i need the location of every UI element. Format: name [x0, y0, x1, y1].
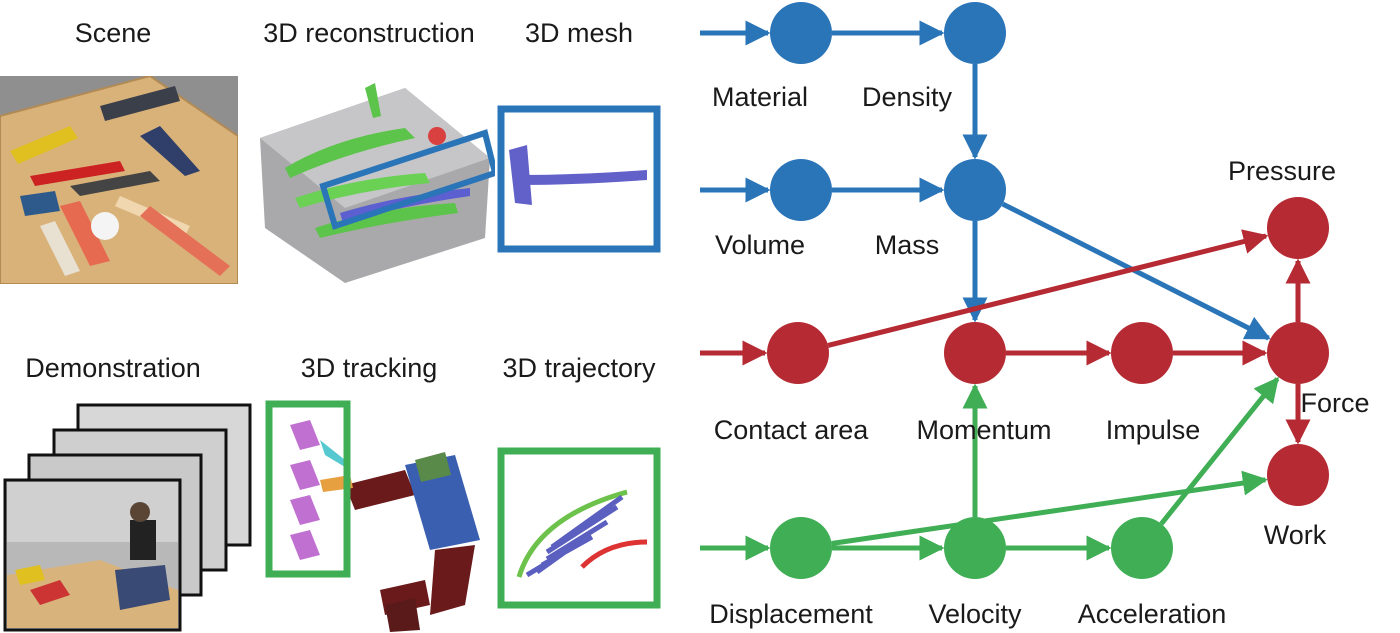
demonstration-image	[0, 400, 255, 633]
node-label-work: Work	[1263, 520, 1327, 550]
demonstration-label: Demonstration	[25, 353, 201, 383]
node-label-acceleration: Acceleration	[1077, 599, 1227, 629]
graph-nodes	[767, 2, 1329, 579]
node-impulse	[1111, 322, 1173, 384]
trajectory-image	[497, 447, 661, 609]
node-contact-area	[767, 322, 829, 384]
trajectory-label: 3D trajectory	[502, 353, 656, 383]
scene-label: Scene	[74, 18, 152, 48]
node-volume	[770, 159, 832, 221]
node-label-pressure: Pressure	[1227, 156, 1337, 186]
node-displacement	[770, 517, 832, 579]
node-momentum	[944, 322, 1006, 384]
node-acceleration	[1111, 517, 1173, 579]
node-force	[1267, 322, 1329, 384]
node-velocity	[944, 517, 1006, 579]
node-pressure	[1267, 197, 1329, 259]
scene-image	[0, 76, 238, 284]
node-mass	[944, 159, 1006, 221]
node-work	[1267, 444, 1329, 506]
reconstruction-image	[255, 78, 495, 286]
node-density	[944, 2, 1006, 64]
node-label-density: Density	[861, 82, 953, 112]
node-label-velocity: Velocity	[928, 599, 1022, 629]
edge-acceleration-to-force	[1159, 376, 1280, 526]
node-label-contact-area: Contact area	[713, 415, 869, 445]
edge-displacement-to-work	[831, 470, 1268, 546]
edge-contact-area-to-pressure	[827, 229, 1269, 348]
node-label-displacement: Displacement	[709, 599, 873, 629]
node-label-volume: Volume	[714, 230, 806, 260]
node-label-force: Force	[1300, 388, 1370, 418]
tracking-image	[265, 400, 500, 633]
graph-edges	[700, 20, 1311, 561]
node-material	[770, 2, 832, 64]
node-label-momentum: Momentum	[916, 415, 1052, 445]
reconstruction-label: 3D reconstruction	[263, 18, 475, 48]
tracking-label: 3D tracking	[300, 353, 438, 383]
mesh-image	[497, 105, 661, 253]
node-label-mass: Mass	[874, 230, 940, 260]
node-label-material: Material	[711, 82, 809, 112]
node-label-impulse: Impulse	[1105, 415, 1201, 445]
mesh-label: 3D mesh	[524, 18, 634, 48]
